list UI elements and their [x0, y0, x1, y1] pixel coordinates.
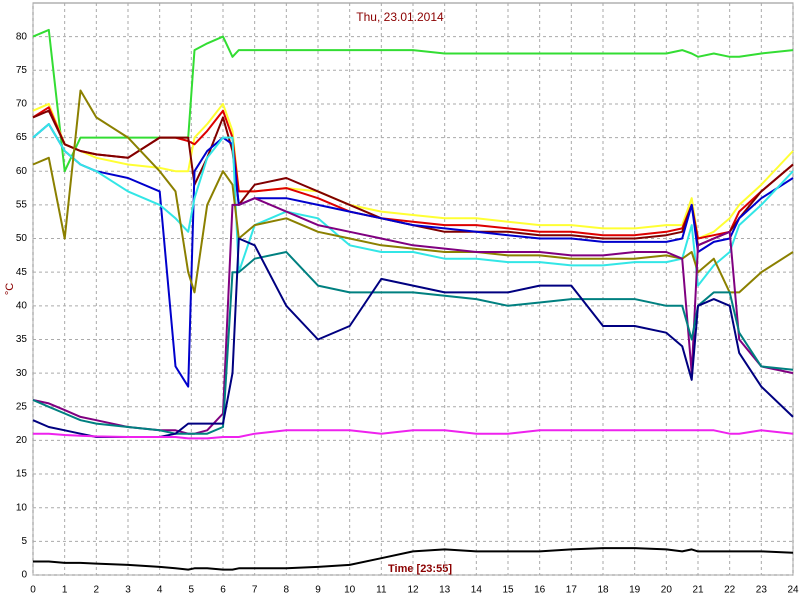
y-tick-label: 35 — [16, 334, 28, 345]
y-tick-label: 40 — [16, 300, 28, 311]
x-tick-label: 13 — [439, 585, 451, 596]
series-line — [32, 28, 794, 173]
y-tick-label: 25 — [16, 401, 28, 412]
series-line — [32, 89, 794, 294]
x-tick-label: 10 — [344, 585, 356, 596]
y-tick-label: 75 — [16, 65, 28, 76]
series-line — [32, 123, 794, 388]
y-tick-label: 50 — [16, 233, 28, 244]
x-tick-label: 19 — [629, 585, 641, 596]
series-line — [32, 251, 794, 435]
x-tick-label: 18 — [597, 585, 609, 596]
x-tick-label: 16 — [534, 585, 546, 596]
x-tick-label: 9 — [315, 585, 321, 596]
x-tick-label: 5 — [189, 585, 195, 596]
x-tick-label: 3 — [125, 585, 131, 596]
x-tick-label: 6 — [220, 585, 226, 596]
y-tick-label: 60 — [16, 166, 28, 177]
x-tick-label: 12 — [407, 585, 419, 596]
y-tick-label: 30 — [16, 368, 28, 379]
x-tick-label: 2 — [94, 585, 100, 596]
series-line — [33, 547, 794, 571]
y-tick-label: 15 — [16, 469, 28, 480]
x-tick-label: 15 — [502, 585, 514, 596]
x-tick-label: 7 — [252, 585, 258, 596]
x-tick-label: 11 — [376, 585, 387, 596]
x-axis-label: Time [23:55] — [388, 563, 452, 575]
x-tick-label: 14 — [471, 585, 483, 596]
y-tick-label: 0 — [21, 570, 27, 581]
x-tick-label: 22 — [724, 585, 736, 596]
x-tick-label: 4 — [157, 585, 163, 596]
y-tick-label: 65 — [16, 132, 28, 143]
x-tick-label: 0 — [30, 585, 36, 596]
y-axis-label: °C — [4, 283, 16, 295]
y-tick-label: 70 — [16, 99, 28, 110]
x-tick-label: 21 — [692, 585, 704, 596]
x-tick-label: 1 — [62, 585, 68, 596]
y-tick-label: 5 — [21, 536, 27, 547]
y-tick-label: 20 — [16, 435, 28, 446]
y-tick-label: 45 — [16, 267, 28, 278]
series-line — [33, 429, 794, 440]
series-line — [32, 123, 794, 287]
x-tick-label: 20 — [661, 585, 673, 596]
y-tick-label: 10 — [16, 502, 28, 513]
chart-title: Thu, 23.01.2014 — [356, 10, 444, 24]
series-line — [32, 102, 794, 240]
x-tick-label: 8 — [284, 585, 290, 596]
y-tick-label: 80 — [16, 31, 28, 42]
y-tick-label: 55 — [16, 200, 28, 211]
x-tick-label: 23 — [756, 585, 768, 596]
x-tick-label: 24 — [787, 585, 799, 596]
x-tick-label: 17 — [566, 585, 578, 596]
